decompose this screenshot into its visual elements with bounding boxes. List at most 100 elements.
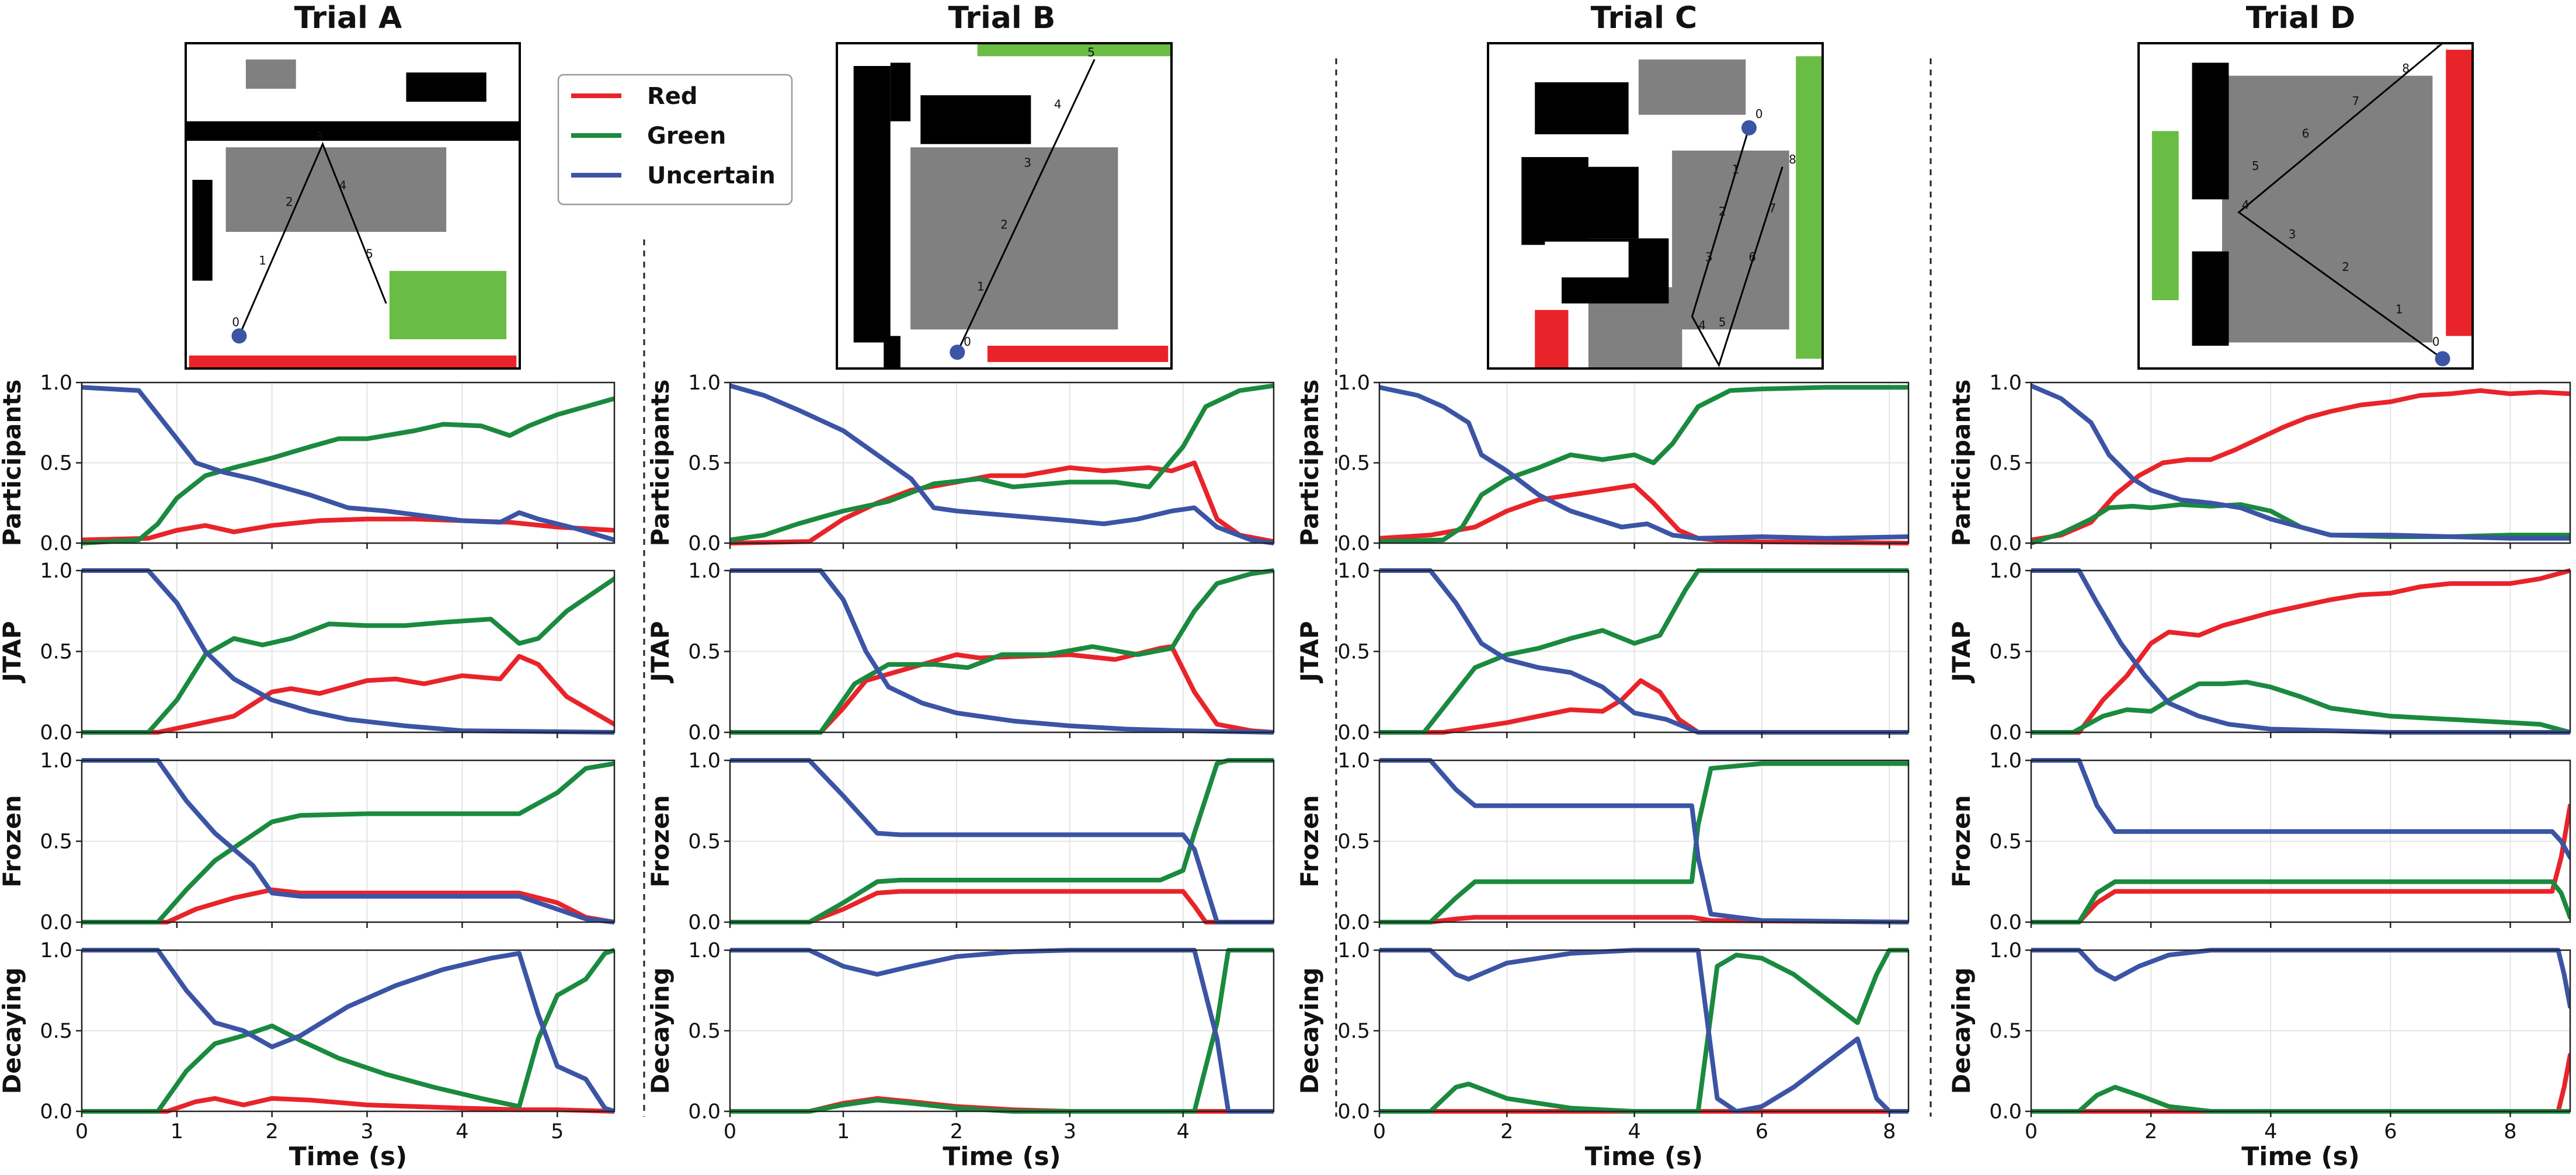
row-label-participants: Participants [646,380,675,547]
y-tick-label: 0.5 [1337,1020,1370,1043]
occluder [910,147,1118,330]
series-green-line [2031,1084,2570,1114]
series-uncertain-line [1379,948,1908,1114]
time-marker-label: 1 [1732,162,1740,176]
gridlines [729,570,1274,733]
row-label-decaying: Decaying [1295,967,1324,1094]
plot-grid: 0.0 0.5 1.0 Participants 0.0 0.5 1.0 JTAP 0.0 0.5… [0,371,2571,1171]
time-marker-label: 3 [2289,227,2296,241]
legend: Red Green Uncertain [557,74,793,206]
time-marker-label: 6 [2302,127,2310,141]
time-marker-label: 4 [339,179,346,193]
series-red-line [2031,568,2570,735]
trial-d-participants-panel: 0.0 0.5 1.0 Participants [1947,371,2571,555]
series-green-line [82,948,614,1114]
x-tick-label: 5 [551,1120,564,1143]
time-marker-label: 0 [2432,335,2440,349]
row-label-decaying: Decaying [1947,967,1976,1094]
wall [2192,251,2229,346]
trial-d-frozen-panel: 0.0 0.5 1.0 Frozen [1947,749,2571,934]
occluder [225,147,447,232]
y-tick-label: 1.0 [40,559,72,583]
trial-b-title: Trial B [948,1,1056,36]
series-red-line [2031,1052,2570,1114]
legend-entry-green: Green [571,123,726,150]
time-marker-label: 2 [1000,217,1008,231]
x-axis-label: Time (s) [289,1142,408,1171]
red-target [987,346,1169,362]
time-marker-label: 0 [1755,107,1763,121]
series-uncertain-line [1379,758,1908,924]
row-label-jtap: JTAP [0,621,26,683]
wall [884,336,901,369]
series-uncertain-line [82,758,614,924]
trial-d-decaying-panel: 0.0 0.5 1.0 Decaying 0 2 4 6 8 Time (s) [1947,939,2571,1171]
y-tick-label: 0.0 [40,532,72,555]
gap [1545,241,1629,278]
y-tick-label: 0.0 [688,532,721,555]
series-green-line [730,758,1274,924]
y-tick-label: 0.0 [688,1100,721,1124]
time-marker-label: 2 [1719,204,1726,218]
x-tick-label: 2 [266,1120,279,1143]
series-uncertain-line [1379,568,1908,735]
time-marker-label: 4 [2242,198,2250,212]
time-marker-label: 0 [964,335,971,349]
gridlines [2031,760,2570,923]
legend-entry-uncertain: Uncertain [571,162,776,189]
y-tick-label: 0.5 [40,830,72,854]
y-tick-label: 0.0 [1989,532,2022,555]
y-tick-label: 0.5 [688,1020,721,1043]
y-tick-label: 0.5 [1989,1020,2022,1043]
row-label-participants: Participants [0,380,26,547]
ball-trajectory [1691,127,1784,368]
x-tick-label: 0 [1373,1120,1386,1143]
wall [890,62,911,121]
y-tick-label: 0.0 [688,721,721,745]
series-green-line [82,396,614,545]
scene-trial-a: 0 1 2 3 4 5 [185,42,521,370]
row-label-jtap: JTAP [1295,621,1324,683]
trial-c-title: Trial C [1591,1,1697,36]
green-target [2151,131,2179,301]
x-tick-label: 0 [724,1120,736,1143]
trial-c-participants-panel: 0.0 0.5 1.0 Participants [1295,371,1910,555]
series-uncertain-line [2031,568,2570,735]
y-tick-label: 1.0 [688,749,721,773]
legend-entry-red: Red [571,83,698,110]
y-tick-label: 1.0 [1337,371,1370,395]
wall [1581,166,1639,239]
trial-b-jtap-panel: 0.0 0.5 1.0 JTAP [646,559,1275,745]
y-tick-label: 1.0 [688,559,721,583]
series-uncertain-line [82,568,614,735]
time-marker-label: 5 [366,247,373,261]
y-tick-label: 0.5 [40,452,72,475]
scene-trial-c: 0 1 2 3 4 5 6 7 8 [1487,42,1824,370]
trial-b-participants-panel: 0.0 0.5 1.0 Participants [646,371,1275,555]
x-tick-label: 0 [75,1120,88,1143]
time-marker-label: 1 [977,279,985,293]
y-tick-label: 1.0 [1337,749,1370,773]
y-tick-label: 0.5 [1989,641,2022,664]
x-tick-label: 4 [456,1120,468,1143]
row-label-decaying: Decaying [646,967,675,1094]
wall [920,95,1031,144]
time-marker-label: 5 [1719,315,1726,329]
x-tick-label: 2 [1500,1120,1513,1143]
x-axis-label: Time (s) [2241,1142,2360,1171]
time-marker-label: 2 [2342,260,2349,274]
series-green-line [82,761,614,924]
series-uncertain-line [730,758,1274,924]
series-uncertain-line [2031,948,2570,1009]
y-tick-label: 0.0 [1337,911,1370,934]
row-label-frozen: Frozen [646,795,675,887]
wall [406,72,486,102]
wall [192,179,213,281]
time-marker-label: 5 [2252,159,2259,173]
time-marker-label: 1 [2396,302,2403,316]
series-green-line [2031,680,2570,735]
legend-label: Uncertain [647,162,776,189]
x-tick-label: 4 [1177,1120,1190,1143]
series-uncertain-line [2031,758,2570,860]
trial-titles: Trial A Trial B Trial C Trial D [294,1,2355,36]
